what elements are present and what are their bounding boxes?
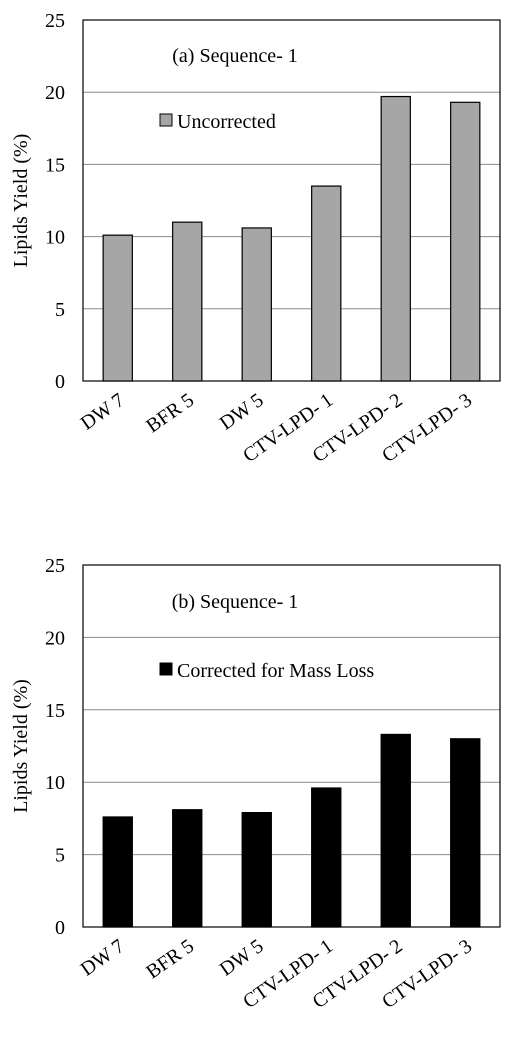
y-tick-label: 0 (55, 917, 65, 939)
chart-title: (b) Sequence- 1 (172, 591, 299, 613)
bar (450, 738, 481, 928)
bar (102, 234, 133, 382)
legend-swatch (159, 113, 173, 127)
bar (241, 227, 272, 382)
y-tick-label: 25 (45, 10, 65, 32)
bar (450, 101, 481, 382)
y-tick-label: 20 (45, 627, 65, 649)
y-axis-label: Lipids Yield (%) (10, 679, 32, 813)
x-tick-label: DW 7 (77, 935, 129, 981)
bar (241, 812, 272, 928)
legend: Corrected for Mass Loss (159, 660, 374, 682)
bar (172, 809, 203, 928)
y-tick-label: 5 (55, 845, 65, 867)
y-tick-label: 5 (55, 299, 65, 321)
bar (311, 787, 342, 928)
bar (380, 733, 411, 928)
legend-swatch (159, 662, 173, 676)
y-tick-label: 10 (45, 227, 65, 249)
legend-label: Uncorrected (177, 111, 276, 133)
bar (380, 95, 411, 382)
y-tick-label: 20 (45, 82, 65, 104)
x-tick-label: DW 5 (216, 389, 268, 435)
y-tick-label: 15 (45, 154, 65, 176)
y-tick-label: 0 (55, 371, 65, 393)
y-tick-label: 10 (45, 772, 65, 794)
x-tick-label: DW 5 (216, 935, 268, 981)
bar (172, 221, 203, 382)
y-tick-label: 15 (45, 700, 65, 722)
y-axis-label: Lipids Yield (%) (10, 134, 32, 268)
legend-label: Corrected for Mass Loss (177, 660, 374, 682)
bar (311, 185, 342, 382)
chart-title: (a) Sequence- 1 (172, 45, 298, 67)
x-tick-label: BFR 5 (142, 935, 198, 983)
y-tick-label: 25 (45, 555, 65, 577)
plot-frame (82, 19, 501, 382)
x-tick-label: BFR 5 (142, 389, 198, 437)
plot-frame (82, 564, 501, 928)
x-tick-label: DW 7 (77, 389, 129, 435)
legend: Uncorrected (159, 111, 276, 133)
bar (102, 816, 133, 928)
